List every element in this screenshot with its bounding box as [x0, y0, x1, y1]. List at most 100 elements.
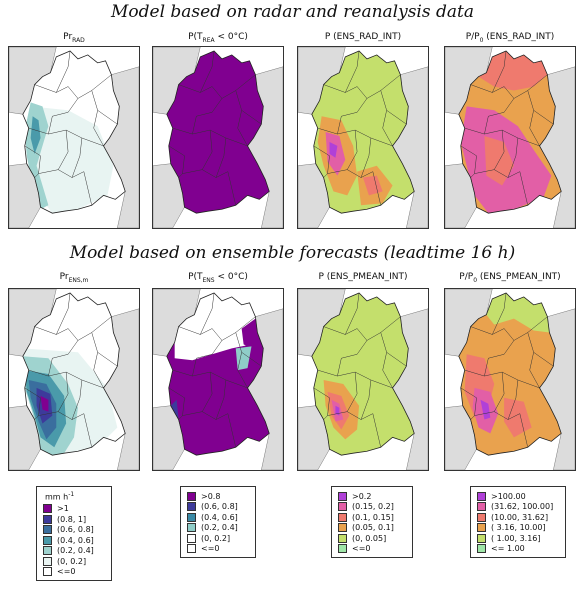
legend-label: <=0 [57, 567, 76, 577]
state-border-9 [93, 110, 104, 147]
map-svg [153, 47, 283, 228]
value-region-6 [480, 399, 491, 420]
state-border-8 [91, 332, 118, 367]
legend-label: >0.8 [201, 491, 221, 501]
legend-item: ( 3.16, 10.00] [477, 523, 559, 534]
legend-item: (0.1, 0.15] [338, 512, 406, 523]
panel-title-1: PrRAD [63, 32, 85, 44]
legend-label: (0.6, 0.8] [57, 525, 94, 535]
legend-item: <=0 [43, 567, 105, 578]
value-region-5 [40, 395, 49, 412]
legend-item: (0.15, 0.2] [338, 502, 406, 513]
state-border-6 [71, 137, 83, 178]
legend-swatch [338, 523, 347, 533]
legend-label: <=0 [201, 544, 220, 554]
legend-swatch [477, 523, 486, 533]
legend-swatch [43, 546, 52, 556]
map-prob-temp-ensemble [152, 288, 284, 471]
legend-swatch [187, 544, 196, 554]
legend-item: (0, 0.2] [187, 533, 249, 544]
state-border-3 [460, 387, 477, 420]
state-border-7 [48, 340, 79, 377]
value-region-2 [174, 292, 258, 361]
state-border-3 [24, 387, 41, 420]
state-border-6 [507, 379, 519, 420]
legend-swatch [338, 544, 347, 554]
legend-item: >0.2 [338, 491, 406, 502]
state-border-7 [192, 98, 223, 135]
legend-label: (0, 0.2] [201, 533, 231, 543]
value-region-2 [478, 50, 548, 91]
state-border-10 [56, 50, 71, 93]
legend-label: (0.8, 1] [57, 514, 87, 524]
state-border-5 [347, 372, 358, 412]
value-region-6 [363, 175, 383, 196]
map-svg [445, 289, 575, 470]
country-outline [22, 292, 126, 456]
legend-swatch [187, 491, 196, 501]
value-layer [458, 292, 562, 456]
panel-title-3: P (ENS_RAD_INT) [324, 32, 402, 42]
state-border-1 [178, 74, 256, 99]
map-ratio-ens-rad-int [444, 46, 576, 229]
legend-label: (0.05, 0.1] [352, 523, 394, 533]
state-border-3 [313, 145, 330, 178]
state-border-7 [484, 340, 515, 377]
legend-item: (0.8, 1] [43, 514, 105, 525]
state-border-5 [58, 372, 69, 412]
legend-label: ( 1.00, 3.16] [491, 533, 541, 543]
legend-item: (0.05, 0.1] [338, 523, 406, 534]
legend-label: (0.4, 0.6] [201, 512, 238, 522]
legend-label: <=0 [352, 544, 371, 554]
legend-3: >0.2 (0.15, 0.2] (0.1, 0.15] (0.05, 0.1] (0,… [331, 486, 413, 558]
value-region-3 [241, 318, 260, 349]
panel-title-4: P/P0 (ENS_RAD_INT) [465, 32, 555, 44]
legend-item: (0.2, 0.4] [187, 523, 249, 534]
value-region-4 [235, 346, 252, 371]
state-border-5 [347, 130, 358, 170]
legend-label: ( 3.16, 10.00] [491, 523, 546, 533]
value-layer [24, 102, 114, 214]
legend-2: >0.8 (0.6, 0.8] (0.4, 0.6] (0.2, 0.4] (0, 0.… [180, 486, 256, 558]
legend-item: <=0 [338, 544, 406, 555]
state-border-9 [237, 352, 248, 389]
legend-item: >1 [43, 504, 105, 515]
legend-swatch [338, 502, 347, 512]
state-border-6 [215, 379, 227, 420]
legend-item: (0.6, 0.8] [187, 502, 249, 513]
state-border-8 [235, 332, 262, 367]
state-border-10 [492, 292, 507, 335]
state-border-8 [527, 332, 554, 367]
state-border-9 [237, 110, 248, 147]
state-border-3 [460, 145, 477, 178]
map-svg [153, 289, 283, 470]
legend-item: (0, 0.2] [43, 556, 105, 567]
legend-label: (0.1, 0.15] [352, 512, 394, 522]
legend-item: ( 1.00, 3.16] [477, 533, 559, 544]
state-border-6 [507, 137, 519, 178]
country-outline [458, 50, 562, 214]
legend-label: (0.15, 0.2] [352, 502, 394, 512]
legend-label: (0.2, 0.4] [57, 546, 94, 556]
state-border-5 [494, 372, 505, 412]
state-border-7 [484, 98, 515, 135]
map-precip-radar [8, 46, 140, 229]
state-border-5 [202, 130, 213, 170]
panel-title-2: P(TREA < 0°C) [188, 32, 248, 44]
state-border-10 [492, 50, 507, 93]
legend-title: mm h-1 [45, 491, 75, 502]
legend-swatch [477, 502, 486, 512]
map-precip-ensemble [8, 288, 140, 471]
map-ratio-ens-pmean-int [444, 288, 576, 471]
country-outline [166, 50, 270, 214]
state-border-10 [56, 292, 71, 335]
map-svg [298, 47, 428, 228]
legend-item: <= 1.00 [477, 544, 559, 555]
value-region-2 [486, 292, 550, 333]
country-outline [22, 50, 126, 214]
legend-label: (31.62, 100.00] [491, 502, 554, 512]
state-border-1 [34, 74, 112, 99]
legend-item: <=0 [187, 544, 249, 555]
map-svg [445, 47, 575, 228]
country-outline [311, 50, 415, 214]
